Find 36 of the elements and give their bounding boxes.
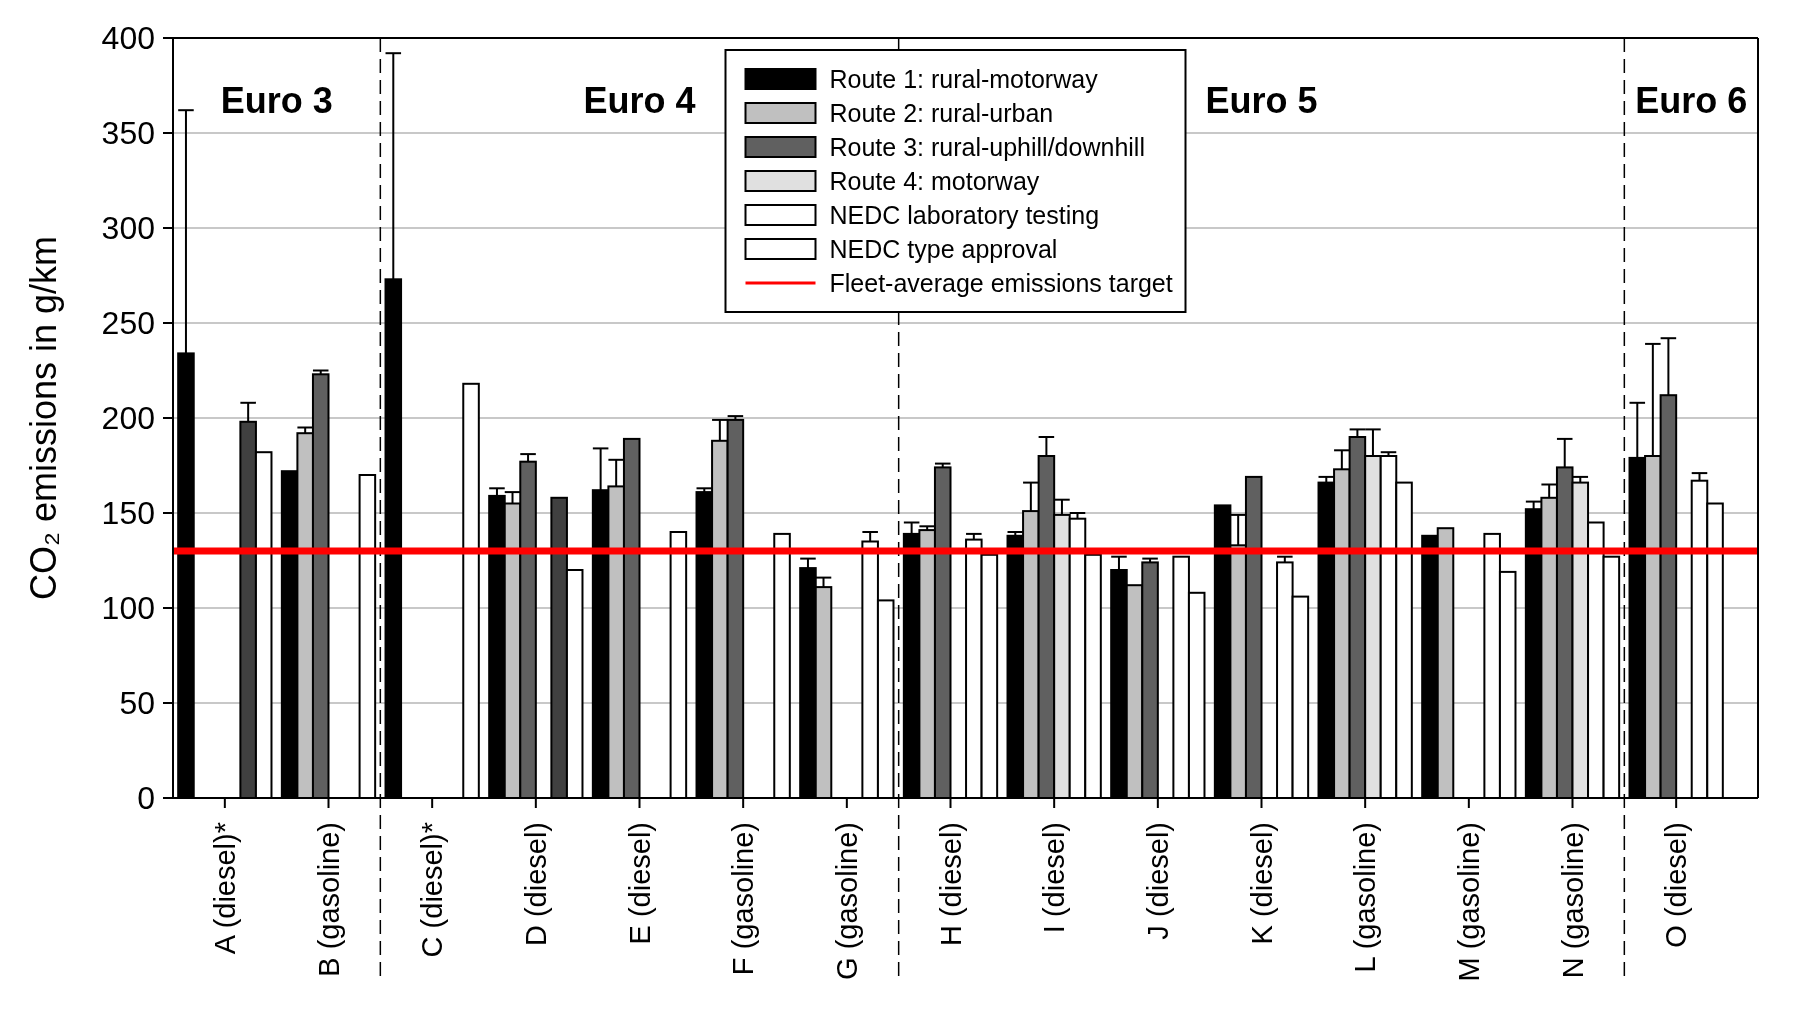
x-tick-label: O (diesel) bbox=[1660, 822, 1693, 948]
x-tick-label: M (gasoline) bbox=[1452, 822, 1485, 982]
x-tick-label: G (gasoline) bbox=[830, 822, 863, 980]
y-tick-label: 200 bbox=[101, 400, 155, 437]
x-tick-label: J (diesel) bbox=[1141, 822, 1174, 940]
annotation: Euro 4 bbox=[583, 80, 696, 121]
y-tick-label: 0 bbox=[137, 780, 155, 817]
y-tick-label: 100 bbox=[101, 590, 155, 627]
y-tick-label: 150 bbox=[101, 495, 155, 532]
legend-label: NEDC type approval bbox=[829, 234, 1058, 263]
y-tick-label: 350 bbox=[101, 115, 155, 152]
x-tick-label: A (diesel)* bbox=[208, 822, 241, 955]
legend-label: Route 4: motorway bbox=[829, 166, 1040, 195]
legend-label: Route 3: rural-uphill/downhill bbox=[829, 132, 1145, 161]
y-tick-label: 50 bbox=[119, 685, 155, 722]
legend-label: Fleet-average emissions target bbox=[829, 268, 1173, 297]
x-tick-label: F (gasoline) bbox=[727, 822, 760, 976]
y-tick-label: 300 bbox=[101, 210, 155, 247]
legend-label: Route 1: rural-motorway bbox=[829, 64, 1099, 93]
annotation: Euro 3 bbox=[220, 80, 333, 121]
y-tick-label: 250 bbox=[101, 305, 155, 342]
x-tick-label: K (diesel) bbox=[1245, 822, 1278, 945]
x-tick-label: I (diesel) bbox=[1038, 822, 1071, 934]
y-axis-title: CO₂ emissions in g/km bbox=[23, 235, 64, 601]
legend-label: NEDC laboratory testing bbox=[829, 200, 1100, 229]
x-tick-label: E (diesel) bbox=[623, 822, 656, 945]
annotation: Euro 6 bbox=[1635, 80, 1748, 121]
x-tick-label: B (gasoline) bbox=[312, 822, 345, 977]
x-tick-label: C (diesel)* bbox=[416, 822, 449, 958]
y-tick-label: 400 bbox=[101, 20, 155, 57]
x-tick-label: N (gasoline) bbox=[1556, 822, 1589, 979]
annotation: Euro 5 bbox=[1205, 80, 1318, 121]
legend-label: Route 2: rural-urban bbox=[829, 98, 1054, 127]
x-tick-label: D (diesel) bbox=[519, 822, 552, 947]
x-tick-label: L (gasoline) bbox=[1349, 822, 1382, 973]
x-tick-label: H (diesel) bbox=[934, 822, 967, 947]
